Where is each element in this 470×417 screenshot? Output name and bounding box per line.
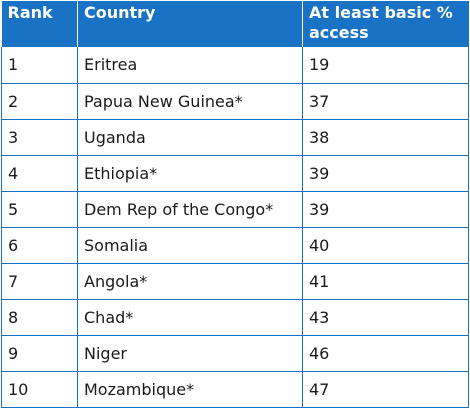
rank-cell: 4	[1, 154, 78, 192]
access-cell: 47	[302, 370, 469, 408]
table-body: 1 Eritrea 19 2 Papua New Guinea* 37 3 Ug…	[1, 47, 469, 408]
ranking-table: Rank Country At least basic % access 1 E…	[1, 1, 469, 408]
table-row: 6 Somalia 40	[1, 226, 469, 264]
access-cell: 39	[302, 190, 469, 228]
country-cell: Somalia	[77, 226, 303, 264]
access-cell: 39	[302, 154, 469, 192]
table-row: 1 Eritrea 19	[1, 47, 469, 84]
rank-cell: 3	[1, 118, 78, 156]
country-cell: Uganda	[77, 118, 303, 156]
table-row: 9 Niger 46	[1, 334, 469, 372]
table-row: 4 Ethiopia* 39	[1, 154, 469, 192]
header-row: Rank Country At least basic % access	[1, 1, 469, 47]
country-cell: Chad*	[77, 298, 303, 336]
access-cell: 46	[302, 334, 469, 372]
rank-cell: 5	[1, 190, 78, 228]
access-cell: 41	[302, 262, 469, 300]
rank-cell: 10	[1, 370, 78, 408]
table-row: 3 Uganda 38	[1, 118, 469, 156]
country-cell: Ethiopia*	[77, 154, 303, 192]
rank-cell: 2	[1, 82, 78, 120]
access-cell: 37	[302, 82, 469, 120]
access-cell: 19	[302, 47, 469, 84]
rank-cell: 1	[1, 47, 78, 84]
table-row: 7 Angola* 41	[1, 262, 469, 300]
country-cell: Mozambique*	[77, 370, 303, 408]
rank-cell: 9	[1, 334, 78, 372]
rank-cell: 6	[1, 226, 78, 264]
access-cell: 38	[302, 118, 469, 156]
country-cell: Angola*	[77, 262, 303, 300]
country-cell: Papua New Guinea*	[77, 82, 303, 120]
rank-cell: 7	[1, 262, 78, 300]
access-cell: 43	[302, 298, 469, 336]
table-row: 8 Chad* 43	[1, 298, 469, 336]
table-row: 2 Papua New Guinea* 37	[1, 82, 469, 120]
header-access: At least basic % access	[302, 1, 469, 47]
country-cell: Niger	[77, 334, 303, 372]
country-cell: Dem Rep of the Congo*	[77, 190, 303, 228]
table-row: 10 Mozambique* 47	[1, 370, 469, 408]
table-header: Rank Country At least basic % access	[1, 1, 469, 47]
header-rank: Rank	[1, 1, 78, 47]
table-row: 5 Dem Rep of the Congo* 39	[1, 190, 469, 228]
access-cell: 40	[302, 226, 469, 264]
header-country: Country	[77, 1, 303, 47]
country-cell: Eritrea	[77, 47, 303, 84]
rank-cell: 8	[1, 298, 78, 336]
